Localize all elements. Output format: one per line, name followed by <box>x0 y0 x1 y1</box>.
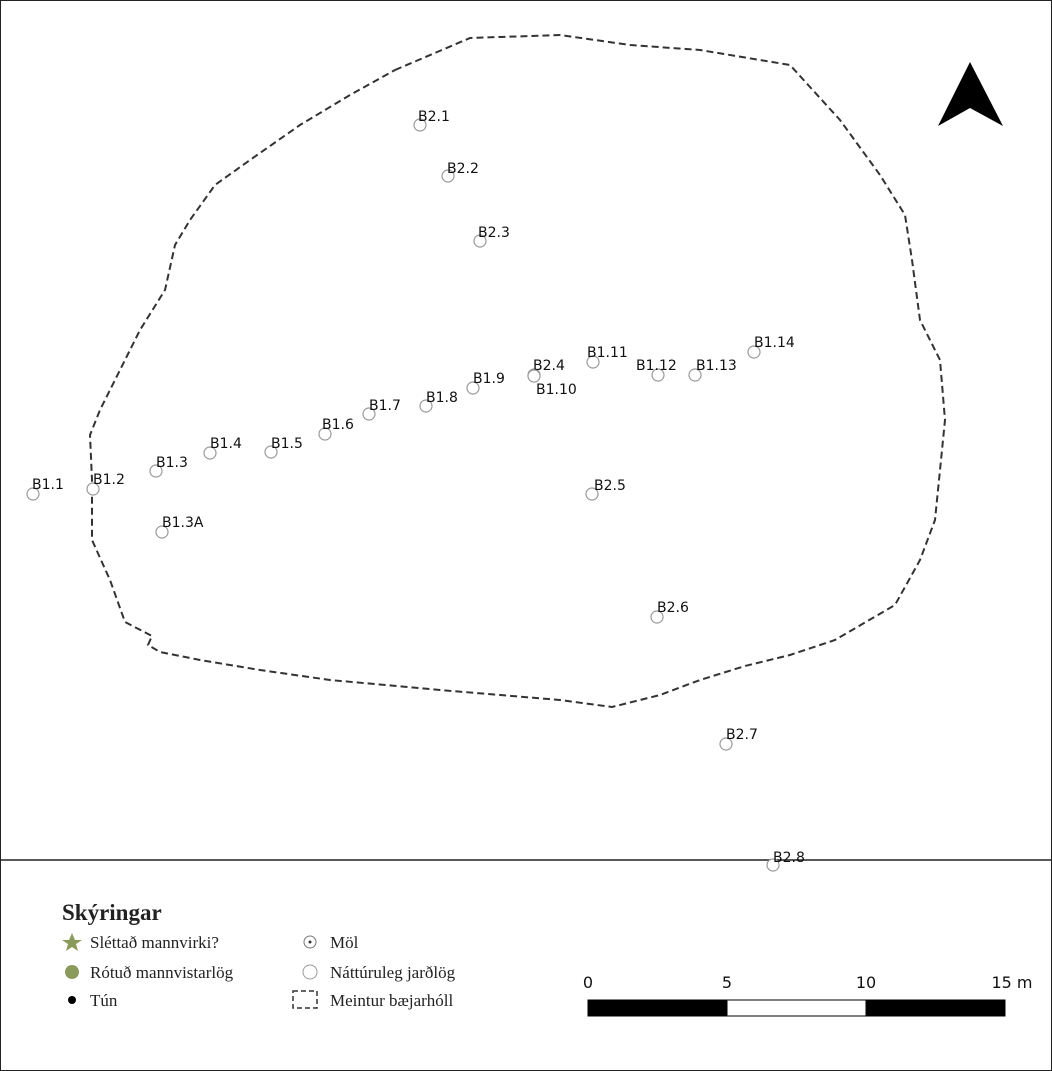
point-label: B2.4 <box>533 358 565 374</box>
scale-label: 10 <box>856 973 876 992</box>
point-marker <box>585 487 599 501</box>
scale-label: 5 <box>722 973 732 992</box>
point-label: B1.9 <box>473 371 505 387</box>
point-label: B2.8 <box>773 850 805 866</box>
legend-mound <box>292 990 318 1009</box>
point-label: B1.1 <box>32 477 64 493</box>
legend-gravel-dot <box>308 940 312 944</box>
point-marker <box>26 487 40 501</box>
point-label: B1.10 <box>536 382 577 398</box>
points: B2.1 B2.2 B2.3 B1.1 B1.2 B1.3 B1.3A B1.4 B1.5 B1.… <box>26 109 805 872</box>
point-marker <box>419 399 433 413</box>
point-marker <box>149 464 163 478</box>
point-label: B1.14 <box>754 335 795 351</box>
point-label: B1.5 <box>271 436 303 452</box>
point-marker <box>650 610 664 624</box>
legend-label: Sléttað mannvirki? <box>90 933 219 952</box>
point-marker <box>318 427 332 441</box>
boundary <box>88 33 947 709</box>
scale-bar <box>587 999 1006 1017</box>
point-label: B2.6 <box>657 600 689 616</box>
point-marker <box>688 368 702 382</box>
point-label: B1.12 <box>636 358 677 374</box>
point-marker <box>441 169 455 183</box>
legend-natural <box>302 964 318 980</box>
point-label: B1.11 <box>587 345 628 361</box>
point-label: B1.3A <box>162 515 204 531</box>
point-label: B2.1 <box>418 109 450 125</box>
point-label: B2.5 <box>594 478 626 494</box>
point-label: B2.7 <box>726 727 758 743</box>
legend-olive-dot <box>65 965 79 979</box>
point-label: B1.7 <box>369 398 401 414</box>
point-marker <box>527 369 541 383</box>
point-marker <box>747 345 761 359</box>
legend-label: Rótuð mannvistarlög <box>90 963 234 982</box>
legend-star <box>62 933 82 951</box>
legend-label: Möl <box>330 933 359 952</box>
legend-label: Meintur bæjarhóll <box>330 991 454 1010</box>
point-marker <box>766 858 780 872</box>
north-arrow <box>938 62 1003 126</box>
point-label: B1.4 <box>210 436 242 452</box>
point-label: B1.3 <box>156 455 188 471</box>
scale-label: 0 <box>583 973 593 992</box>
scale-label: 15 m <box>991 973 1032 992</box>
point-marker <box>719 737 733 751</box>
point-label: B1.2 <box>93 472 125 488</box>
point-marker <box>264 445 278 459</box>
point-label: B2.3 <box>478 225 510 241</box>
point-marker <box>203 446 217 460</box>
legend-label: Náttúruleg jarðlög <box>330 963 456 982</box>
point-marker <box>362 407 376 421</box>
point-label: B1.13 <box>696 358 737 374</box>
point-label: B1.8 <box>426 390 458 406</box>
point-marker <box>586 355 600 369</box>
point-marker <box>651 368 665 382</box>
point-label: B2.2 <box>447 161 479 177</box>
point-marker <box>155 525 169 539</box>
legend-title: Skýringar <box>62 900 162 925</box>
point-label: B1.6 <box>322 417 354 433</box>
legend-black-dot <box>68 996 76 1004</box>
point-marker <box>473 234 487 248</box>
point-marker <box>466 381 480 395</box>
point-marker <box>86 482 100 496</box>
point-marker <box>413 118 427 132</box>
legend-label: Tún <box>90 991 118 1010</box>
